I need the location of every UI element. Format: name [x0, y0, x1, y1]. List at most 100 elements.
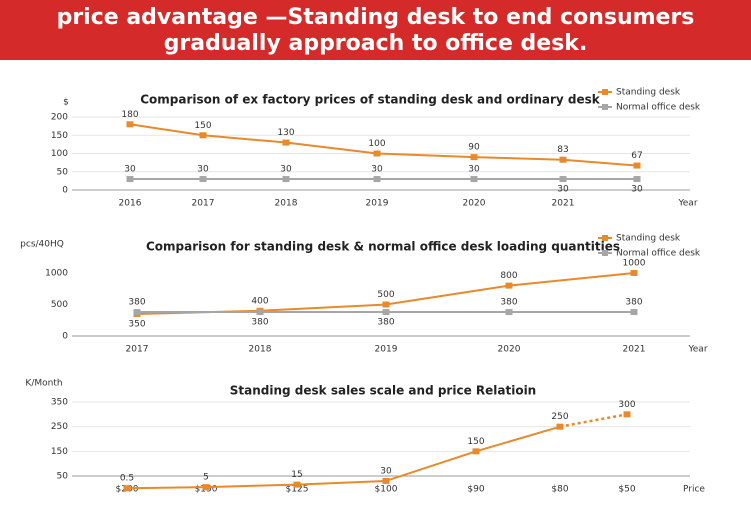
data-label: 150 [467, 437, 484, 447]
point [382, 301, 390, 308]
point [505, 282, 513, 289]
data-label: 100 [368, 139, 385, 149]
data-label: 67 [631, 151, 642, 161]
x-tick-label: $80 [551, 485, 568, 495]
y-tick-label: 250 [51, 422, 68, 432]
y-tick-label: 0 [62, 332, 68, 342]
x-tick-label: $100 [375, 485, 398, 495]
data-label: 30 [468, 165, 480, 175]
point [126, 176, 134, 183]
data-label: 380 [500, 298, 517, 308]
point [373, 176, 381, 183]
data-label: 380 [377, 318, 394, 328]
data-label: 15 [291, 470, 302, 480]
legend-label: Standing desk [616, 88, 681, 98]
y-axis-label: K/Month [25, 379, 62, 389]
point [470, 154, 478, 161]
point [559, 156, 567, 163]
projected-segment [559, 413, 628, 428]
y-tick-label: 50 [57, 167, 69, 177]
point [470, 176, 478, 183]
y-axis-label: $ [63, 98, 69, 108]
x-tick-label: 2016 [119, 199, 142, 209]
chart-title: Standing desk sales scale and price Rela… [230, 384, 536, 398]
x-tick-label: 2019 [366, 199, 389, 209]
point [123, 485, 131, 492]
point [556, 423, 564, 430]
data-label: 83 [557, 145, 568, 155]
series-line [126, 425, 561, 490]
point [133, 309, 141, 316]
data-label: 400 [251, 296, 268, 306]
y-tick-label: 200 [51, 113, 68, 123]
x-tick-label: 2018 [249, 345, 272, 355]
x-tick-label: $125 [286, 485, 309, 495]
point [630, 270, 638, 276]
y-tick-label: 50 [57, 472, 69, 482]
data-label: 30 [124, 165, 136, 175]
y-tick-label: 1000 [45, 269, 68, 279]
data-label: 500 [377, 290, 394, 300]
data-label: 30 [371, 165, 383, 175]
data-label: 380 [128, 298, 145, 308]
banner: price advantage —Standing desk to end co… [0, 0, 751, 60]
x-tick-label: 2020 [463, 199, 486, 209]
point [282, 139, 290, 146]
data-label: 130 [277, 128, 294, 138]
x-axis-label: Year [677, 199, 697, 209]
legend-marker [602, 235, 608, 241]
x-tick-label: 2018 [275, 199, 298, 209]
legend-label: Standing desk [616, 234, 681, 244]
point [373, 150, 381, 157]
data-label: 350 [128, 319, 145, 329]
data-label: 30 [280, 165, 292, 175]
chart-title: Comparison of ex factory prices of stand… [140, 93, 601, 107]
x-tick-label: 2017 [192, 199, 215, 209]
point [256, 309, 264, 316]
x-tick-label: 2020 [498, 345, 521, 355]
data-label: 90 [468, 143, 480, 153]
point [633, 176, 641, 183]
data-label: 5 [203, 473, 209, 483]
point [202, 484, 210, 491]
y-tick-label: 150 [51, 131, 68, 141]
point [623, 411, 631, 418]
point [505, 309, 513, 316]
point [633, 162, 641, 169]
data-label: 380 [625, 298, 642, 308]
y-tick-label: 150 [51, 447, 68, 457]
point [382, 477, 390, 484]
x-tick-label: 2021 [623, 345, 646, 355]
point [282, 176, 290, 183]
x-axis-label: Price [683, 485, 705, 495]
legend-label: Normal office desk [616, 249, 701, 259]
data-label: 150 [194, 121, 211, 131]
point [559, 176, 567, 183]
legend-marker [602, 250, 608, 256]
x-tick-label: 2019 [375, 345, 398, 355]
legend-label: Normal office desk [616, 103, 701, 113]
y-tick-label: 100 [51, 149, 68, 159]
x-axis-label: Year [687, 345, 707, 355]
point [630, 309, 638, 316]
banner-line: gradually approach to office desk. [163, 31, 588, 56]
legend-marker [602, 89, 608, 95]
data-label: 0.5 [120, 474, 134, 484]
y-tick-label: 350 [51, 398, 68, 408]
point [199, 176, 207, 183]
data-label: 30 [380, 466, 392, 476]
chart-title: Comparison for standing desk & normal of… [146, 240, 620, 254]
y-axis-label: pcs/40HQ [20, 240, 64, 250]
x-tick-label: $90 [467, 485, 484, 495]
x-tick-label: 2021 [552, 199, 575, 209]
data-label: 30 [557, 185, 569, 195]
data-label: 800 [500, 271, 517, 281]
data-label: 30 [631, 185, 643, 195]
point [126, 121, 134, 128]
data-label: 1000 [623, 259, 646, 269]
point [472, 448, 480, 455]
point [199, 132, 207, 139]
data-label: 300 [618, 400, 635, 410]
